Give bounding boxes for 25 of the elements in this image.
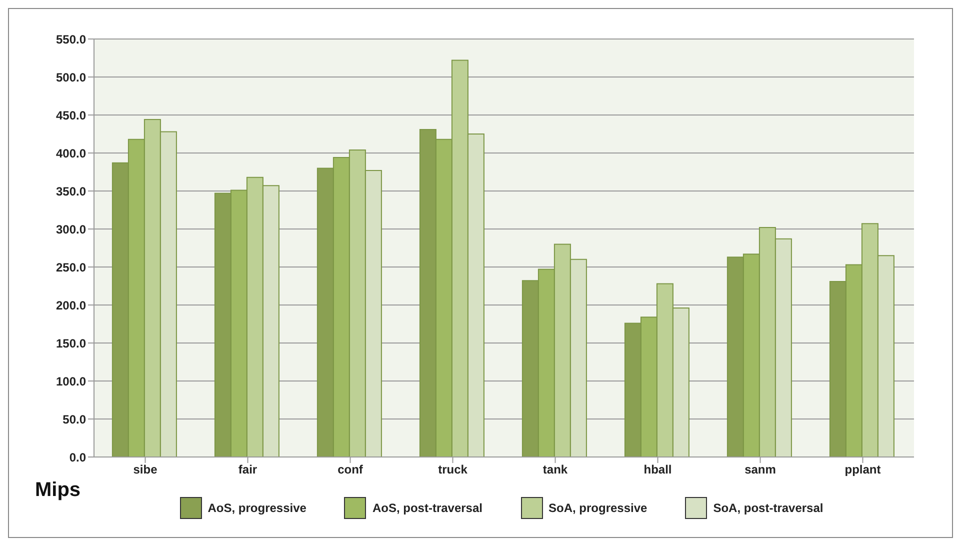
y-tick-label: 100.0 — [56, 374, 86, 388]
x-tick-label: tank — [542, 462, 568, 477]
x-tick-label: truck — [438, 462, 468, 477]
x-tick-label: sanm — [744, 462, 776, 477]
legend-label: AoS, post-traversal — [371, 500, 482, 517]
legend-label: SoA, post-traversal — [712, 500, 824, 517]
legend-label: AoS, progressive — [206, 500, 306, 517]
y-tick-label: 500.0 — [56, 70, 86, 84]
y-axis-title: Mips — [35, 479, 81, 502]
y-tick-label: 200.0 — [56, 298, 86, 312]
legend-label: SoA, progressive — [548, 500, 648, 517]
y-tick-label: 50.0 — [62, 412, 86, 426]
y-tick-label: 350.0 — [56, 184, 86, 198]
x-tick-label: fair — [238, 462, 258, 477]
y-tick-label: 400.0 — [56, 146, 86, 160]
x-tick-label: sibe — [133, 462, 158, 477]
x-tick-label: hball — [644, 462, 672, 477]
y-tick-label: 250.0 — [56, 260, 86, 274]
x-tick-label: pplant — [844, 462, 881, 477]
x-tick-label: conf — [338, 462, 364, 477]
y-tick-label: 300.0 — [56, 222, 86, 236]
y-tick-label: 0.0 — [69, 450, 86, 464]
y-tick-label: 550.0 — [56, 32, 86, 46]
y-tick-label: 450.0 — [56, 108, 86, 122]
y-tick-label: 150.0 — [56, 336, 86, 350]
